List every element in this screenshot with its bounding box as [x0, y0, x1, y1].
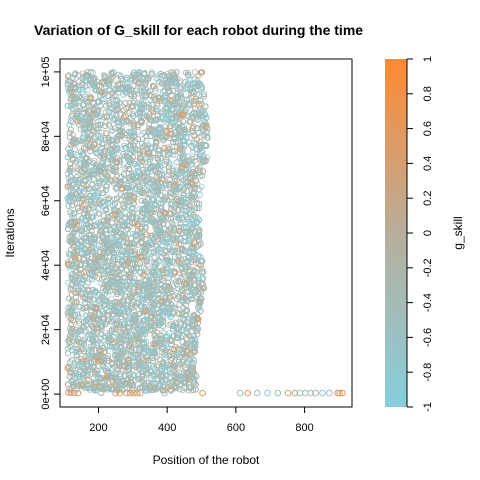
data-point [116, 332, 123, 339]
data-point [79, 304, 86, 311]
data-point [81, 120, 88, 127]
data-point [135, 338, 142, 345]
data-point [189, 148, 196, 155]
data-point [180, 122, 187, 129]
data-point [112, 326, 119, 333]
data-point [204, 132, 211, 139]
data-point [71, 71, 78, 78]
data-point [191, 69, 198, 76]
data-point [114, 146, 121, 153]
data-point [154, 275, 161, 282]
data-point [184, 69, 191, 76]
data-point [153, 376, 160, 383]
data-point [177, 224, 184, 231]
data-point [79, 284, 86, 291]
data-point [140, 84, 147, 91]
data-point [117, 310, 124, 317]
data-point [158, 203, 165, 210]
data-point [196, 191, 203, 198]
data-point [191, 97, 198, 104]
data-point [136, 147, 143, 154]
data-point [133, 263, 140, 270]
data-point [184, 71, 191, 78]
data-point [75, 313, 82, 320]
data-point [189, 295, 196, 302]
data-point [80, 230, 87, 237]
data-point [140, 97, 147, 104]
data-point [84, 87, 91, 94]
data-point [121, 193, 128, 200]
data-point [107, 102, 114, 109]
data-point [125, 197, 132, 204]
data-point [140, 87, 147, 94]
data-point [106, 99, 113, 106]
data-point [191, 76, 198, 83]
data-point [135, 128, 142, 135]
dense-point-cloud [64, 69, 211, 394]
data-point [78, 381, 85, 388]
data-point [149, 172, 156, 179]
data-point [101, 114, 108, 121]
data-point [85, 352, 92, 359]
data-point [148, 69, 155, 76]
data-point [65, 279, 72, 286]
data-point [166, 177, 173, 184]
data-point [74, 167, 81, 174]
data-point [158, 276, 165, 283]
data-point [98, 129, 105, 136]
data-point [134, 181, 141, 188]
data-point [122, 165, 129, 172]
data-point [106, 77, 113, 84]
data-point [109, 127, 116, 134]
data-point [167, 314, 174, 321]
data-point [142, 190, 149, 197]
data-point [122, 352, 129, 359]
data-point [102, 329, 109, 336]
data-point [100, 250, 107, 257]
data-point [142, 266, 149, 273]
chart-title: Variation of G_skill for each robot duri… [34, 22, 363, 38]
data-point [137, 230, 144, 237]
data-point [117, 192, 124, 199]
data-point [122, 367, 129, 374]
data-point [154, 108, 161, 115]
data-point [99, 186, 106, 193]
data-point [196, 167, 203, 174]
data-point [175, 250, 182, 257]
data-point [102, 226, 109, 233]
data-point [162, 80, 169, 87]
data-point [130, 382, 137, 389]
data-point [169, 119, 176, 126]
data-point [180, 118, 187, 125]
data-point [97, 132, 104, 139]
data-point [88, 370, 95, 377]
data-point [111, 200, 118, 207]
data-point [79, 224, 86, 231]
